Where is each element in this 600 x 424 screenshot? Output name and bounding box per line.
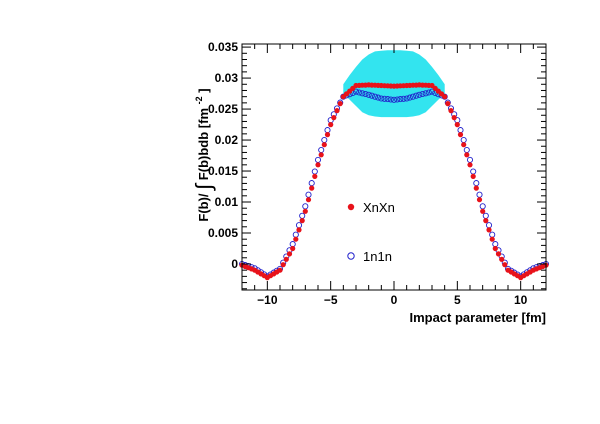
- y-tick-label: 0.025: [208, 102, 238, 116]
- data-point: [409, 93, 417, 100]
- data-point: [375, 94, 382, 101]
- data-point: [413, 92, 420, 99]
- data-point: [315, 162, 321, 168]
- data-point: [464, 152, 470, 158]
- data-point: [397, 96, 404, 103]
- data-point: [309, 185, 315, 191]
- data-point: [480, 208, 486, 214]
- data-point: [328, 122, 334, 128]
- data-point: [445, 101, 451, 107]
- x-tick-label: 10: [514, 293, 528, 307]
- data-point: [286, 251, 293, 257]
- data-point: [277, 267, 283, 273]
- data-point: [334, 108, 340, 114]
- data-point: [406, 94, 413, 101]
- data-point: [381, 95, 388, 102]
- data-point: [312, 173, 318, 179]
- legend-label-1n1n: 1n1n: [363, 249, 392, 264]
- data-point: [499, 256, 505, 262]
- y-tick-label: 0.035: [208, 40, 238, 54]
- data-point: [362, 90, 369, 98]
- data-point: [305, 197, 312, 203]
- legend-label-xnxn: XnXn: [363, 200, 395, 215]
- data-point: [442, 94, 448, 100]
- series-layer: [238, 82, 550, 281]
- legend: XnXn 1n1n: [347, 200, 395, 264]
- data-point: [416, 91, 423, 98]
- data-point: [302, 208, 308, 214]
- ticks-layer: −10 −5 0 5 10 0 0.005 0.01 0.015 0.02 0.025 0.03 0.0…: [208, 40, 547, 307]
- x-tick-label: 5: [454, 293, 461, 307]
- data-point: [296, 227, 302, 233]
- data-point: [451, 115, 457, 121]
- data-point: [324, 132, 331, 138]
- data-point: [457, 132, 464, 138]
- data-point: [368, 92, 375, 99]
- data-point: [365, 91, 372, 98]
- data-point: [352, 88, 360, 95]
- y-axis-integral-sign: ∫: [191, 182, 216, 192]
- y-axis-title-close: ]: [196, 88, 211, 92]
- x-tick-label: −10: [257, 293, 278, 307]
- data-point: [318, 152, 324, 158]
- y-axis-title-prefix: F(b)/: [196, 193, 211, 222]
- data-point: [321, 142, 327, 148]
- data-point: [290, 245, 296, 252]
- data-point: [387, 96, 394, 103]
- data-point: [293, 236, 299, 242]
- data-point: [470, 173, 476, 179]
- legend-marker-1n1n: [347, 252, 355, 260]
- data-point: [371, 93, 379, 100]
- x-tick-label: −5: [324, 293, 338, 307]
- data-point: [502, 262, 508, 268]
- data-point: [467, 162, 473, 168]
- data-point: [299, 218, 305, 224]
- y-tick-label: 0.015: [208, 164, 238, 178]
- y-tick-label: 0.005: [208, 226, 238, 240]
- data-point: [394, 96, 401, 103]
- data-point: [390, 96, 398, 103]
- data-point: [425, 89, 432, 96]
- y-tick-label: 0.03: [215, 71, 239, 85]
- data-point: [378, 95, 385, 102]
- y-axis-title-suffix: F(b)bdb [fm: [196, 108, 211, 180]
- data-point: [331, 115, 337, 121]
- data-point: [359, 90, 366, 97]
- y-tick-label: 0: [231, 257, 238, 271]
- data-point: [403, 95, 410, 102]
- data-point: [483, 218, 489, 224]
- data-point: [283, 256, 289, 262]
- legend-marker-xnxn: [347, 203, 355, 211]
- data-point: [337, 101, 343, 107]
- y-tick-label: 0.02: [215, 133, 239, 147]
- data-point: [356, 89, 363, 96]
- data-point: [461, 142, 467, 148]
- y-axis-title-exponent: -2: [194, 96, 204, 104]
- data-point: [428, 88, 436, 95]
- series-xnxn: [239, 82, 549, 281]
- x-tick-label: 0: [391, 293, 398, 307]
- y-tick-label: 0.01: [215, 195, 239, 209]
- data-point: [495, 251, 502, 257]
- data-point: [280, 262, 286, 268]
- x-axis-title: Impact parameter [fm]: [409, 310, 546, 325]
- data-point: [492, 245, 498, 252]
- data-point: [419, 90, 426, 98]
- y-axis-title-text: F(b)/ ∫ F(b)bdb [fm -2 ]: [190, 88, 216, 221]
- data-point: [486, 227, 492, 233]
- data-point: [422, 90, 429, 97]
- data-point: [473, 185, 479, 191]
- data-point: [476, 197, 483, 203]
- data-point: [400, 95, 407, 102]
- data-point: [454, 122, 460, 128]
- data-point: [384, 96, 391, 103]
- y-axis-title: F(b)/ ∫ F(b)bdb [fm -2 ]: [190, 88, 216, 221]
- data-point: [489, 236, 495, 242]
- data-point: [448, 108, 454, 114]
